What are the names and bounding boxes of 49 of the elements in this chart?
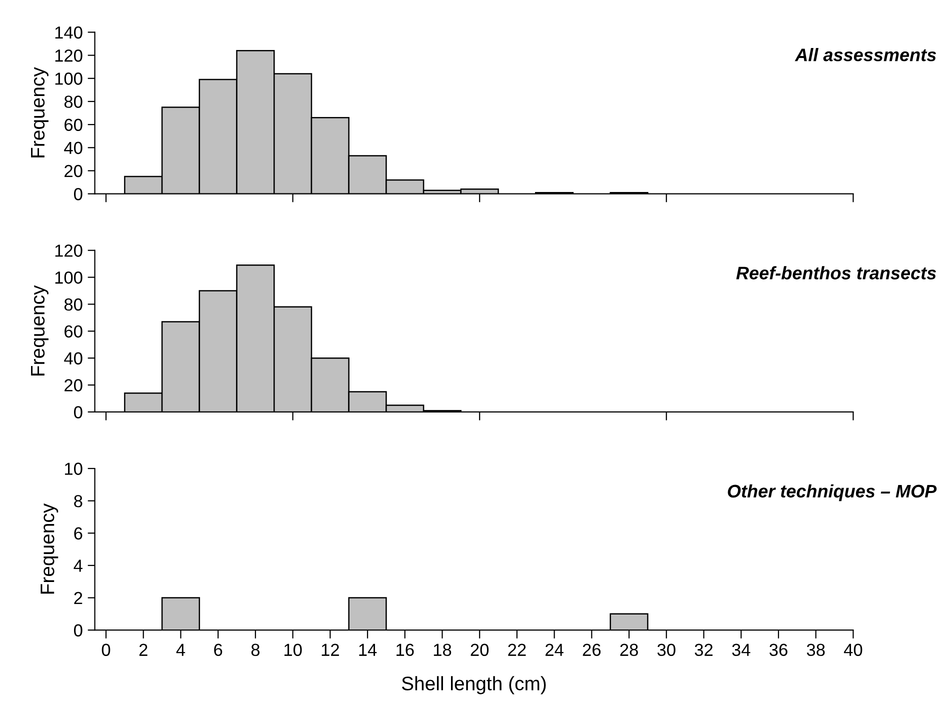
annotation: Reef-benthos transects bbox=[736, 266, 936, 280]
y-tick-label: 140 bbox=[55, 26, 82, 39]
x-tick-label: 14 bbox=[359, 644, 377, 656]
x-tick-label: 20 bbox=[470, 644, 489, 656]
y-tick-label: 120 bbox=[55, 244, 82, 257]
y-tick-label: 100 bbox=[55, 72, 82, 85]
y-axis-title: Frequency bbox=[31, 285, 48, 376]
y-tick-label: 100 bbox=[55, 271, 82, 284]
x-tick-label: 24 bbox=[546, 644, 564, 656]
y-tick-label: 60 bbox=[64, 325, 82, 338]
x-tick-label: 30 bbox=[657, 644, 676, 656]
y-tick-label: 0 bbox=[74, 188, 82, 200]
x-tick-label: 32 bbox=[694, 644, 713, 656]
y-tick-label: 40 bbox=[64, 142, 82, 154]
x-tick-label: 18 bbox=[434, 644, 452, 656]
y-tick-label: 8 bbox=[74, 494, 82, 508]
y-tick-label: 2 bbox=[74, 592, 82, 604]
y-tick-label: 40 bbox=[64, 352, 82, 365]
y-tick-label: 4 bbox=[74, 560, 82, 572]
x-tick-label: 6 bbox=[214, 644, 222, 656]
y-tick-label: 10 bbox=[65, 462, 82, 475]
y-tick-label: 120 bbox=[55, 49, 82, 62]
x-tick-label: 16 bbox=[396, 644, 414, 656]
y-tick-label: 60 bbox=[64, 118, 82, 132]
y-tick-label: 20 bbox=[64, 164, 82, 178]
annotation: Other techniques – MOP bbox=[728, 484, 937, 502]
y-axis-title: Frequency bbox=[40, 503, 58, 594]
y-tick-label: 6 bbox=[74, 527, 82, 540]
y-tick-label: 0 bbox=[74, 624, 82, 637]
x-tick-label: 0 bbox=[102, 644, 110, 656]
y-tick-label: 80 bbox=[64, 96, 82, 108]
x-tick-label: 36 bbox=[769, 644, 788, 656]
y-tick-label: 0 bbox=[74, 406, 82, 418]
y-tick-label: 80 bbox=[64, 298, 82, 311]
x-tick-label: 38 bbox=[806, 644, 825, 656]
x-tick-label: 34 bbox=[732, 644, 750, 656]
x-tick-label: 28 bbox=[620, 644, 638, 656]
x-tick-label: 26 bbox=[582, 644, 601, 656]
y-axis-title: Frequency bbox=[31, 67, 48, 158]
y-tick-label: 20 bbox=[64, 379, 82, 392]
x-tick-label: 2 bbox=[139, 644, 148, 656]
annotation: All assessments bbox=[794, 48, 936, 62]
x-tick-label: 40 bbox=[844, 644, 862, 656]
x-axis-title: Shell length (cm) bbox=[402, 676, 546, 694]
x-tick-label: 10 bbox=[284, 644, 302, 656]
x-tick-label: 22 bbox=[508, 644, 526, 656]
x-tick-label: 12 bbox=[322, 644, 339, 656]
x-tick-label: 8 bbox=[251, 644, 260, 656]
x-tick-label: 4 bbox=[176, 644, 186, 656]
